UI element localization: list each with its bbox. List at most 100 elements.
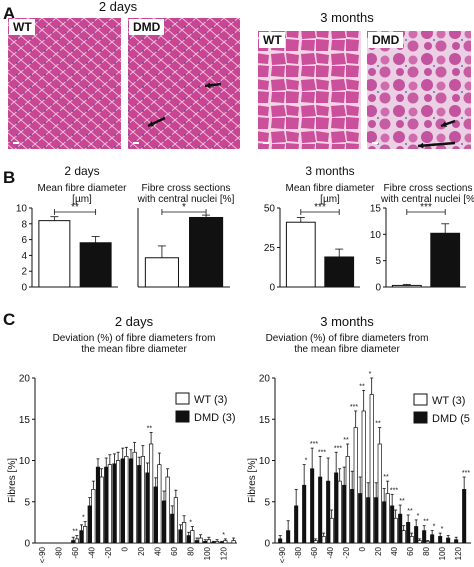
x-tick-label: -60 xyxy=(310,546,319,558)
bar-wt-20 xyxy=(206,539,211,544)
bar-wt-18 xyxy=(190,530,195,544)
bar-dmd-6 xyxy=(87,505,92,544)
y-axis-label: Fibres [%] xyxy=(7,458,18,503)
micrograph-label-box xyxy=(259,32,285,48)
y-tick-label: 10 xyxy=(259,456,271,467)
bar-dmd-13 xyxy=(145,472,150,544)
bar-dmd-10 xyxy=(358,493,363,544)
x-tick-label: 40 xyxy=(390,546,399,555)
chart-title: Fibre cross sections xyxy=(142,183,231,194)
bar-wt-13 xyxy=(149,443,154,544)
bar-dmd-2 xyxy=(294,505,299,544)
bar-dmd-8 xyxy=(104,466,109,544)
bar-wt-9 xyxy=(353,427,358,544)
bar-wt-4 xyxy=(313,540,318,544)
bar-dmd-3 xyxy=(302,484,307,544)
bar-wt-17 xyxy=(417,540,422,544)
scale-bar xyxy=(133,142,139,144)
micrograph-label-box xyxy=(129,19,164,35)
significance-label: ** xyxy=(147,425,153,432)
significance-label: ** xyxy=(71,202,79,213)
scale-bar xyxy=(13,142,19,144)
x-tick-label: 120 xyxy=(454,546,463,560)
y-tick-label: 20 xyxy=(259,374,271,385)
arrow-marker xyxy=(147,116,166,128)
significance-label: ** xyxy=(375,421,381,428)
micrograph-label-box xyxy=(9,19,35,35)
bar-dmd xyxy=(324,256,355,288)
micrograph-label-box xyxy=(368,32,403,48)
bar-wt-12 xyxy=(140,456,145,544)
bar-dmd-11 xyxy=(128,458,134,544)
micrograph-image xyxy=(128,18,240,149)
bar-dmd-7 xyxy=(95,466,101,544)
significance-label: *** xyxy=(350,404,358,411)
x-tick-label: 60 xyxy=(406,546,415,555)
significance-label: * xyxy=(189,520,192,527)
significance-label: * xyxy=(369,371,372,378)
bar-wt-22 xyxy=(223,540,228,544)
bar-wt-8 xyxy=(345,456,350,544)
chart-title: Mean fibre diameter xyxy=(38,183,128,194)
bar-wt-16 xyxy=(409,536,414,544)
x-tick-label: 120 xyxy=(220,546,229,560)
x-tick-label: -40 xyxy=(326,546,335,558)
bar-wt-5 xyxy=(83,526,88,544)
chart-title: Deviation (%) of fibre diameters from xyxy=(53,333,216,344)
significance-label: *** xyxy=(310,441,318,448)
bar-dmd-4 xyxy=(310,468,315,544)
x-tick-label: 0 xyxy=(121,546,130,551)
significance-label: ** xyxy=(399,498,405,505)
y-tick-label: 15 xyxy=(370,204,382,215)
bar-wt-7 xyxy=(99,476,104,544)
y-tick-label: 0 xyxy=(269,283,275,294)
chart-title: Deviation (%) of fibre diameters from xyxy=(266,333,429,344)
bar-wt-11 xyxy=(369,394,374,544)
chart-title: with central nuclei [% xyxy=(380,194,474,205)
group-title: 2 days xyxy=(64,164,99,178)
micrograph-label: DMD xyxy=(372,33,400,47)
legend-label: DMD (5 xyxy=(432,413,470,425)
legend-label: WT (3) xyxy=(194,394,227,406)
group-title: 2 days xyxy=(99,0,138,14)
y-tick-label: 5 xyxy=(375,256,381,267)
bar-dmd-17 xyxy=(414,526,419,544)
bar-dmd-19 xyxy=(430,534,435,544)
bar-dmd-0 xyxy=(278,538,283,544)
y-tick-label: 50 xyxy=(264,204,276,215)
chart-title: Mean fibre diameter xyxy=(286,183,376,194)
bar-dmd-19 xyxy=(194,540,200,544)
bar-dmd-4 xyxy=(71,540,76,544)
y-tick-label: 0 xyxy=(375,283,381,294)
significance-label: ** xyxy=(407,508,413,515)
bar-wt-6 xyxy=(329,517,334,544)
bar-wt-12 xyxy=(377,443,382,544)
micrograph-image xyxy=(8,18,121,149)
x-tick-label: 0 xyxy=(358,546,367,551)
bar-wt-11 xyxy=(132,451,137,544)
x-tick-label: 80 xyxy=(422,546,431,555)
legend-label: WT (3) xyxy=(432,395,465,407)
y-tick-label: 10 xyxy=(370,230,382,241)
x-tick-label: -20 xyxy=(104,546,113,558)
bar-dmd-5 xyxy=(318,476,323,544)
bar-dmd-16 xyxy=(406,522,411,544)
scale-bar xyxy=(263,142,269,144)
x-tick-label: -80 xyxy=(294,546,303,558)
chart-title: with central nuclei [%] xyxy=(137,194,235,205)
bar-dmd-18 xyxy=(186,535,191,544)
x-tick-label: -40 xyxy=(88,546,97,558)
x-tick-label: 100 xyxy=(438,546,447,560)
bar-dmd-18 xyxy=(422,530,427,544)
micrograph-image xyxy=(258,31,361,149)
bar-wt-7 xyxy=(337,480,342,544)
significance-label: *** xyxy=(462,470,470,477)
bar-dmd-12 xyxy=(374,497,379,544)
x-tick-label: <-90 xyxy=(278,546,287,563)
bar-dmd-9 xyxy=(350,489,355,544)
bar-wt-21 xyxy=(215,540,220,544)
y-tick-label: 15 xyxy=(19,415,31,426)
bar-dmd-10 xyxy=(120,458,125,544)
